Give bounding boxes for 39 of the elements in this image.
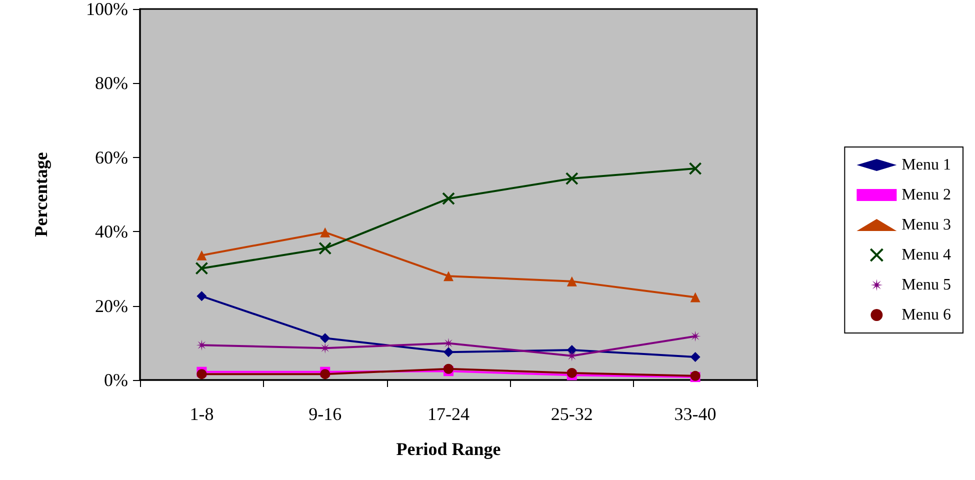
x-tick-label: 25-32 (550, 404, 593, 424)
point (566, 344, 577, 355)
legend-label: Menu 2 (902, 186, 951, 204)
x-tick-label: 1-8 (190, 404, 214, 424)
legend-label: Menu 6 (902, 306, 951, 324)
x-tick-label: 17-24 (428, 404, 470, 424)
y-tick-label: 0% (104, 370, 128, 390)
point (196, 250, 207, 260)
x-tick-label: 9-16 (308, 404, 342, 424)
point (195, 262, 208, 275)
point (318, 242, 332, 255)
point (442, 192, 455, 206)
point (320, 333, 330, 344)
y-tick-label: 40% (95, 222, 128, 242)
y-tick-label: 100% (86, 0, 128, 19)
y-axis-title: Percentage (31, 152, 51, 237)
point (690, 352, 700, 362)
y-tick-label: 20% (95, 296, 128, 316)
x-axis-title: Period Range (396, 439, 501, 459)
legend-label: Menu 4 (902, 246, 951, 264)
point (690, 292, 700, 302)
point (565, 172, 578, 186)
point (444, 347, 454, 358)
legend-label: Menu 3 (902, 216, 951, 234)
legend-label: Menu 5 (902, 276, 951, 294)
point (566, 276, 577, 286)
point (320, 227, 330, 238)
legend-label: Menu 1 (902, 156, 951, 174)
point (688, 162, 702, 176)
point (320, 369, 330, 380)
point (444, 364, 454, 374)
point (196, 291, 207, 302)
point (443, 338, 454, 349)
x-tick-label: 33-40 (674, 404, 716, 424)
point (444, 271, 454, 282)
point (566, 368, 577, 378)
point (196, 369, 207, 380)
y-tick-label: 60% (95, 147, 128, 168)
y-tick-label: 80% (95, 73, 128, 94)
